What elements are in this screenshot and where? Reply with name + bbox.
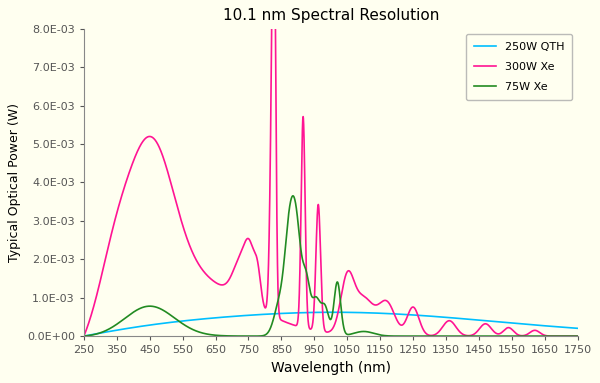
75W Xe	[376, 332, 383, 337]
250W QTH	[329, 310, 337, 314]
250W QTH	[449, 316, 456, 320]
Line: 250W QTH: 250W QTH	[84, 312, 578, 336]
75W Xe	[269, 320, 276, 324]
75W Xe	[289, 193, 296, 198]
300W Xe	[376, 301, 383, 305]
250W QTH	[574, 326, 581, 331]
75W Xe	[401, 334, 409, 339]
75W Xe	[80, 334, 88, 339]
250W QTH	[80, 334, 88, 339]
250W QTH	[376, 311, 383, 316]
Title: 10.1 nm Spectral Resolution: 10.1 nm Spectral Resolution	[223, 8, 439, 23]
300W Xe	[80, 334, 88, 339]
75W Xe	[574, 334, 581, 339]
250W QTH	[487, 319, 494, 323]
300W Xe	[170, 191, 177, 195]
75W Xe	[170, 315, 177, 319]
75W Xe	[487, 334, 494, 339]
Line: 300W Xe: 300W Xe	[84, 0, 578, 336]
300W Xe	[401, 319, 409, 324]
300W Xe	[449, 320, 456, 325]
Line: 75W Xe: 75W Xe	[84, 196, 578, 336]
300W Xe	[574, 334, 581, 339]
250W QTH	[170, 320, 177, 324]
250W QTH	[401, 312, 409, 317]
Y-axis label: Typical Optical Power (W): Typical Optical Power (W)	[8, 103, 22, 262]
Legend: 250W QTH, 300W Xe, 75W Xe: 250W QTH, 300W Xe, 75W Xe	[466, 34, 572, 100]
300W Xe	[487, 324, 494, 329]
75W Xe	[449, 334, 456, 339]
X-axis label: Wavelength (nm): Wavelength (nm)	[271, 361, 391, 375]
250W QTH	[269, 311, 276, 316]
